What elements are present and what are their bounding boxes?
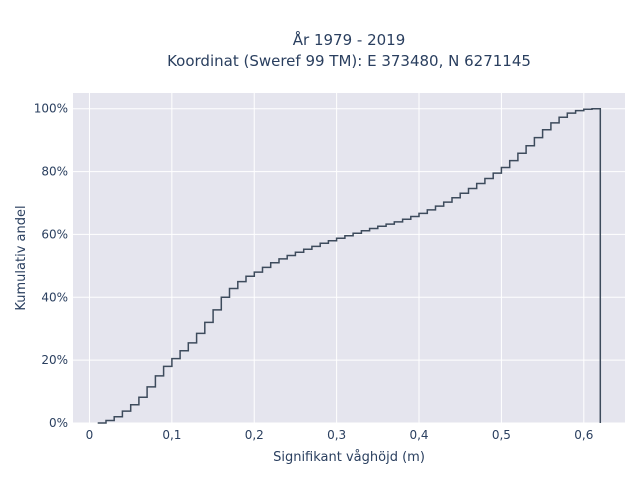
y-tick-label: 20% [41, 353, 68, 367]
x-axis-ticks: 0 0,1 0,2 0,3 0,4 0,5 0,6 [86, 428, 594, 442]
x-tick-label: 0,2 [245, 428, 264, 442]
cdf-step-line [97, 107, 602, 424]
x-tick-label: 0,3 [327, 428, 346, 442]
y-axis-ticks: 0% 20% 40% 60% 80% 100% [34, 102, 68, 430]
y-tick-label: 80% [41, 165, 68, 179]
series-group [97, 107, 602, 424]
y-tick-label: 40% [41, 290, 68, 304]
y-tick-label: 100% [34, 102, 68, 116]
grid-lines [73, 93, 625, 424]
x-tick-label: 0,5 [492, 428, 511, 442]
x-tick-label: 0 [86, 428, 94, 442]
y-tick-label: 60% [41, 227, 68, 241]
x-axis-title: Signifikant våghöjd (m) [273, 450, 425, 465]
y-axis-title: Kumulativ andel [14, 205, 29, 310]
chart-subtitle: Koordinat (Sweref 99 TM): E 373480, N 62… [167, 52, 531, 70]
x-tick-label: 0,1 [162, 428, 181, 442]
x-tick-label: 0,4 [409, 428, 428, 442]
plot-area [73, 93, 625, 423]
chart-title: År 1979 - 2019 [293, 30, 406, 49]
x-tick-label: 0,6 [574, 428, 593, 442]
y-tick-label: 0% [49, 416, 68, 430]
